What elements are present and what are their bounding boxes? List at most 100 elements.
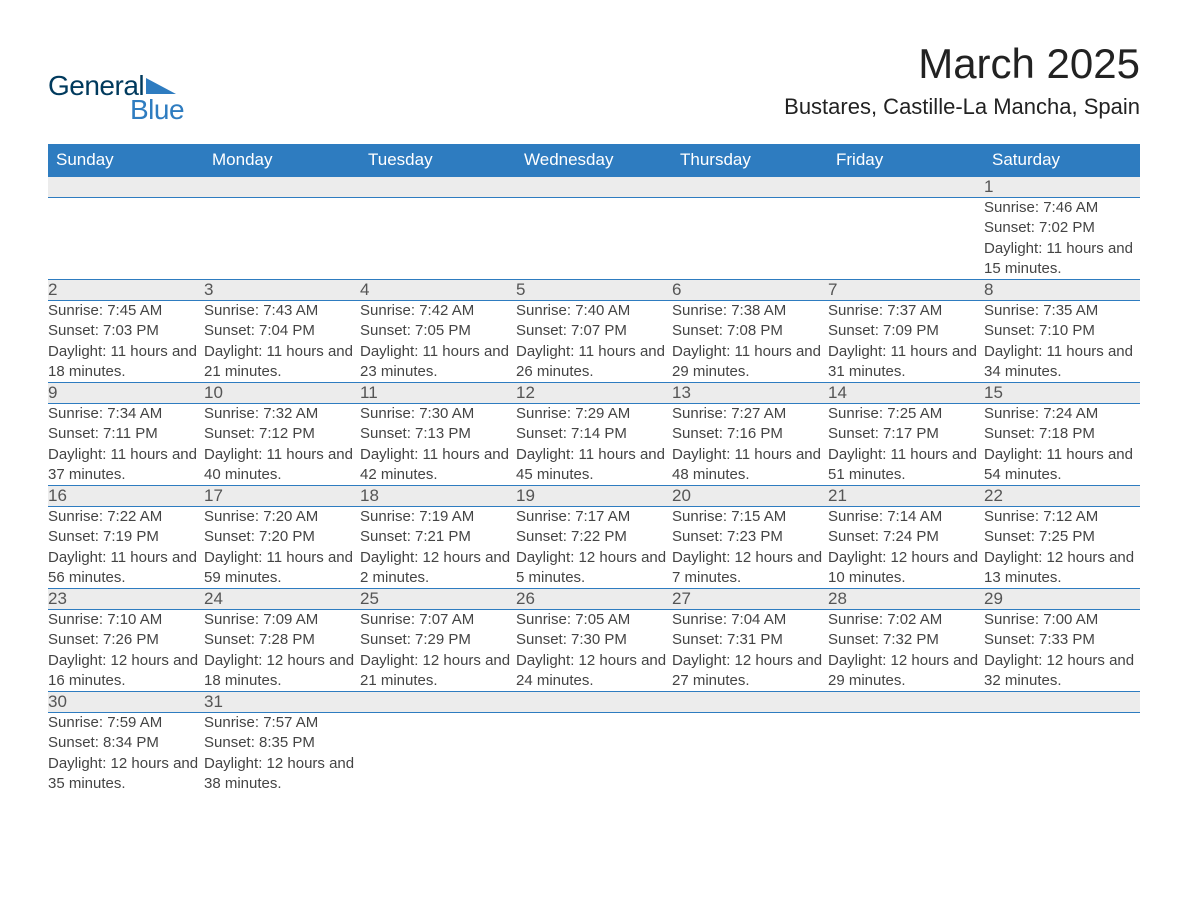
day-info-cell bbox=[828, 198, 984, 280]
day-info-cell: Sunrise: 7:00 AMSunset: 7:33 PMDaylight:… bbox=[984, 610, 1140, 692]
daylight-line: Daylight: 11 hours and 56 minutes. bbox=[48, 548, 204, 589]
sunrise-line: Sunrise: 7:07 AM bbox=[360, 610, 516, 630]
day-number-row: 3031 bbox=[48, 692, 1140, 713]
day-number-cell: 2 bbox=[48, 280, 204, 301]
day-number-cell: 12 bbox=[516, 383, 672, 404]
day-info-cell: Sunrise: 7:09 AMSunset: 7:28 PMDaylight:… bbox=[204, 610, 360, 692]
sunrise-line: Sunrise: 7:46 AM bbox=[984, 198, 1140, 218]
sunset-line: Sunset: 7:14 PM bbox=[516, 424, 672, 444]
sunset-line: Sunset: 7:25 PM bbox=[984, 527, 1140, 547]
daylight-line: Daylight: 11 hours and 18 minutes. bbox=[48, 342, 204, 383]
brand-logo: General Blue bbox=[48, 70, 184, 126]
sunrise-line: Sunrise: 7:45 AM bbox=[48, 301, 204, 321]
day-info-cell: Sunrise: 7:29 AMSunset: 7:14 PMDaylight:… bbox=[516, 404, 672, 486]
day-number-row: 9101112131415 bbox=[48, 383, 1140, 404]
daylight-line: Daylight: 12 hours and 21 minutes. bbox=[360, 651, 516, 692]
day-info-cell: Sunrise: 7:34 AMSunset: 7:11 PMDaylight:… bbox=[48, 404, 204, 486]
day-number-cell: 21 bbox=[828, 486, 984, 507]
day-number-cell bbox=[360, 692, 516, 713]
sunset-line: Sunset: 7:07 PM bbox=[516, 321, 672, 341]
day-info-cell: Sunrise: 7:43 AMSunset: 7:04 PMDaylight:… bbox=[204, 301, 360, 383]
sunset-line: Sunset: 7:05 PM bbox=[360, 321, 516, 341]
day-number-row: 2345678 bbox=[48, 280, 1140, 301]
daylight-line: Daylight: 12 hours and 29 minutes. bbox=[828, 651, 984, 692]
daylight-line: Daylight: 11 hours and 40 minutes. bbox=[204, 445, 360, 486]
sunrise-line: Sunrise: 7:22 AM bbox=[48, 507, 204, 527]
day-info-row: Sunrise: 7:10 AMSunset: 7:26 PMDaylight:… bbox=[48, 610, 1140, 692]
day-info-cell: Sunrise: 7:42 AMSunset: 7:05 PMDaylight:… bbox=[360, 301, 516, 383]
daylight-line: Daylight: 12 hours and 5 minutes. bbox=[516, 548, 672, 589]
day-info-row: Sunrise: 7:34 AMSunset: 7:11 PMDaylight:… bbox=[48, 404, 1140, 486]
sunset-line: Sunset: 7:17 PM bbox=[828, 424, 984, 444]
day-info-cell: Sunrise: 7:25 AMSunset: 7:17 PMDaylight:… bbox=[828, 404, 984, 486]
weekday-header: Wednesday bbox=[516, 144, 672, 177]
day-number-cell: 10 bbox=[204, 383, 360, 404]
day-number-cell bbox=[672, 692, 828, 713]
sunrise-line: Sunrise: 7:14 AM bbox=[828, 507, 984, 527]
sunset-line: Sunset: 7:31 PM bbox=[672, 630, 828, 650]
day-number-cell: 16 bbox=[48, 486, 204, 507]
day-info-cell bbox=[828, 713, 984, 795]
day-info-cell: Sunrise: 7:07 AMSunset: 7:29 PMDaylight:… bbox=[360, 610, 516, 692]
weekday-header: Monday bbox=[204, 144, 360, 177]
sunrise-line: Sunrise: 7:42 AM bbox=[360, 301, 516, 321]
sunset-line: Sunset: 7:30 PM bbox=[516, 630, 672, 650]
daylight-line: Daylight: 11 hours and 31 minutes. bbox=[828, 342, 984, 383]
day-number-cell: 13 bbox=[672, 383, 828, 404]
title-block: March 2025 Bustares, Castille-La Mancha,… bbox=[784, 40, 1140, 120]
daylight-line: Daylight: 11 hours and 23 minutes. bbox=[360, 342, 516, 383]
weekday-header-row: SundayMondayTuesdayWednesdayThursdayFrid… bbox=[48, 144, 1140, 177]
day-number-cell: 5 bbox=[516, 280, 672, 301]
sunset-line: Sunset: 7:18 PM bbox=[984, 424, 1140, 444]
sunrise-line: Sunrise: 7:57 AM bbox=[204, 713, 360, 733]
sunset-line: Sunset: 7:08 PM bbox=[672, 321, 828, 341]
sunrise-line: Sunrise: 7:35 AM bbox=[984, 301, 1140, 321]
sunrise-line: Sunrise: 7:19 AM bbox=[360, 507, 516, 527]
day-info-cell: Sunrise: 7:59 AMSunset: 8:34 PMDaylight:… bbox=[48, 713, 204, 795]
sunrise-line: Sunrise: 7:17 AM bbox=[516, 507, 672, 527]
header-row: General Blue March 2025 Bustares, Castil… bbox=[48, 40, 1140, 126]
day-info-cell: Sunrise: 7:15 AMSunset: 7:23 PMDaylight:… bbox=[672, 507, 828, 589]
weekday-header: Friday bbox=[828, 144, 984, 177]
sunrise-line: Sunrise: 7:27 AM bbox=[672, 404, 828, 424]
sunset-line: Sunset: 7:32 PM bbox=[828, 630, 984, 650]
day-info-cell bbox=[360, 198, 516, 280]
day-number-cell: 25 bbox=[360, 589, 516, 610]
day-number-cell: 7 bbox=[828, 280, 984, 301]
day-info-cell bbox=[516, 198, 672, 280]
sunset-line: Sunset: 7:26 PM bbox=[48, 630, 204, 650]
sunrise-line: Sunrise: 7:09 AM bbox=[204, 610, 360, 630]
sunrise-line: Sunrise: 7:32 AM bbox=[204, 404, 360, 424]
daylight-line: Daylight: 12 hours and 16 minutes. bbox=[48, 651, 204, 692]
daylight-line: Daylight: 12 hours and 13 minutes. bbox=[984, 548, 1140, 589]
day-number-cell: 31 bbox=[204, 692, 360, 713]
day-number-row: 1 bbox=[48, 177, 1140, 198]
day-number-cell bbox=[516, 177, 672, 198]
weekday-header: Sunday bbox=[48, 144, 204, 177]
sunset-line: Sunset: 7:29 PM bbox=[360, 630, 516, 650]
day-info-cell: Sunrise: 7:45 AMSunset: 7:03 PMDaylight:… bbox=[48, 301, 204, 383]
sunset-line: Sunset: 7:21 PM bbox=[360, 527, 516, 547]
day-number-cell: 19 bbox=[516, 486, 672, 507]
day-number-cell bbox=[48, 177, 204, 198]
day-number-row: 23242526272829 bbox=[48, 589, 1140, 610]
sunset-line: Sunset: 7:11 PM bbox=[48, 424, 204, 444]
day-number-cell: 17 bbox=[204, 486, 360, 507]
day-info-cell: Sunrise: 7:46 AMSunset: 7:02 PMDaylight:… bbox=[984, 198, 1140, 280]
sunset-line: Sunset: 7:33 PM bbox=[984, 630, 1140, 650]
day-number-cell: 1 bbox=[984, 177, 1140, 198]
day-number-cell bbox=[828, 177, 984, 198]
day-number-cell: 15 bbox=[984, 383, 1140, 404]
day-info-cell bbox=[360, 713, 516, 795]
day-number-cell bbox=[828, 692, 984, 713]
sunrise-line: Sunrise: 7:00 AM bbox=[984, 610, 1140, 630]
daylight-line: Daylight: 12 hours and 32 minutes. bbox=[984, 651, 1140, 692]
sunset-line: Sunset: 7:19 PM bbox=[48, 527, 204, 547]
day-info-cell: Sunrise: 7:57 AMSunset: 8:35 PMDaylight:… bbox=[204, 713, 360, 795]
daylight-line: Daylight: 12 hours and 38 minutes. bbox=[204, 754, 360, 795]
day-info-cell: Sunrise: 7:32 AMSunset: 7:12 PMDaylight:… bbox=[204, 404, 360, 486]
day-info-cell: Sunrise: 7:02 AMSunset: 7:32 PMDaylight:… bbox=[828, 610, 984, 692]
sunrise-line: Sunrise: 7:05 AM bbox=[516, 610, 672, 630]
sunset-line: Sunset: 7:23 PM bbox=[672, 527, 828, 547]
daylight-line: Daylight: 12 hours and 27 minutes. bbox=[672, 651, 828, 692]
